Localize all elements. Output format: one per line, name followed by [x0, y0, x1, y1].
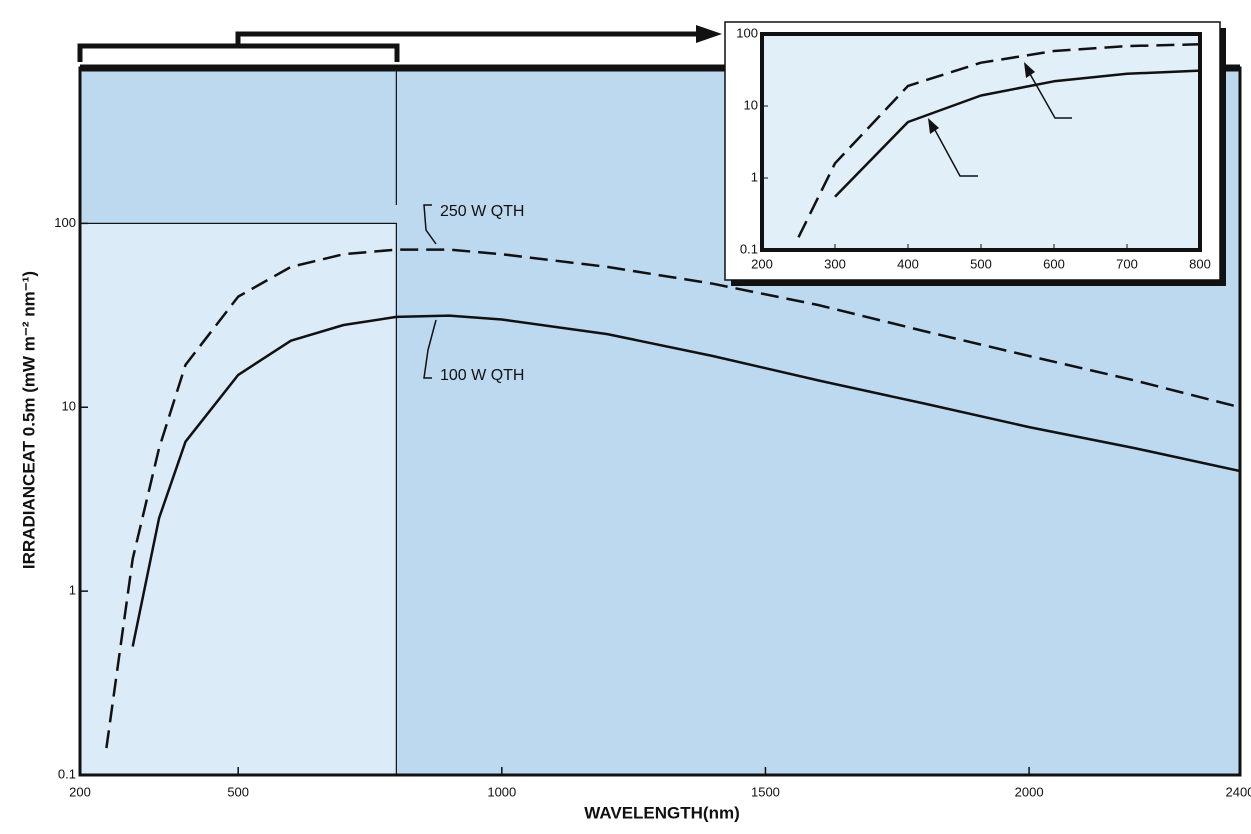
y-tick-label: 10	[744, 97, 758, 112]
inset-arrowhead	[1024, 62, 1035, 78]
x-axis-title: WAVELENGTH(nm)	[584, 803, 740, 822]
inset-arrow	[1029, 73, 1072, 119]
zoom-arrowhead	[696, 25, 722, 43]
x-tick-label: 1000	[487, 784, 516, 799]
x-tick-label: 800	[1189, 256, 1211, 271]
zoom-region	[79, 222, 397, 776]
series-annotation: 250 W QTH	[440, 203, 524, 220]
series-annotation: 100 W QTH	[440, 367, 524, 384]
x-tick-label: 200	[69, 784, 91, 799]
x-tick-label: 2000	[1015, 784, 1044, 799]
y-tick-label: 100	[54, 215, 76, 230]
x-tick-label: 2400	[1226, 784, 1251, 799]
inset-plot: 0.1 1 10 100 200 300 400 500 600 700 800	[724, 21, 1226, 286]
x-tick-label: 500	[227, 784, 249, 799]
series-line	[131, 314, 1240, 647]
series-line	[797, 43, 1200, 238]
x-tick-label: 700	[1116, 256, 1138, 271]
y-tick-label: 1	[69, 583, 76, 598]
y-tick-label: 10	[62, 399, 76, 414]
inset-frame	[760, 32, 1202, 252]
x-tick-label: 600	[1043, 256, 1065, 271]
inset-background	[762, 34, 1200, 250]
x-tick-label: 500	[970, 256, 992, 271]
y-tick-label: 1	[751, 169, 758, 184]
annotation-arrow	[423, 319, 437, 379]
inset-arrowhead	[928, 118, 939, 134]
y-tick-label: 0.1	[58, 766, 76, 781]
zoom-connector	[235, 31, 700, 46]
annotation-arrow	[423, 204, 437, 245]
x-tick-label: 200	[751, 256, 773, 271]
inset-arrow	[934, 129, 978, 177]
x-tick-label: 300	[824, 256, 846, 271]
x-tick-label: 1500	[751, 784, 780, 799]
x-tick-label: 400	[897, 256, 919, 271]
y-tick-label: 100	[736, 25, 758, 40]
y-tick-label: 0.1	[740, 241, 758, 256]
y-axis-title: IRRADIANCEAT 0.5m (mW m⁻² nm⁻¹)	[19, 271, 38, 569]
zoom-bracket	[77, 43, 400, 62]
series-line	[834, 69, 1200, 198]
